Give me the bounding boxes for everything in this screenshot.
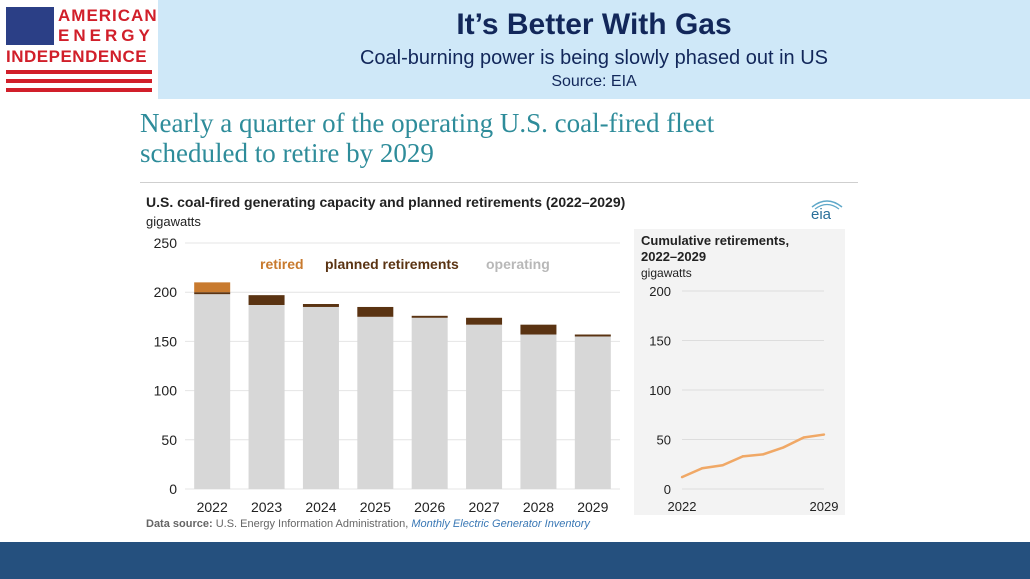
- logo-line-2: ENERGY: [58, 26, 154, 45]
- data-source-note: Data source: U.S. Energy Information Adm…: [146, 518, 590, 530]
- headline-line-2: scheduled to retire by 2029: [140, 138, 434, 168]
- page-subtitle: Coal-burning power is being slowly phase…: [359, 47, 829, 69]
- logo-line-1: AMERICAN: [58, 6, 158, 25]
- page-title: It’s Better With Gas: [456, 8, 732, 41]
- data-source-doc: Monthly Electric Generator Inventory: [411, 518, 590, 530]
- footer-band: [0, 542, 1030, 579]
- chart-ylabel: gigawatts: [146, 214, 201, 229]
- header-band: [158, 0, 1030, 99]
- flag-stripes-icon: [6, 70, 152, 92]
- data-source-org: U.S. Energy Information Administration,: [215, 518, 409, 530]
- eia-logo-icon: eia: [811, 200, 843, 221]
- logo-line-3: INDEPENDENCE: [6, 47, 148, 66]
- chart-title: U.S. coal-fired generating capacity and …: [146, 194, 626, 210]
- brand-logo: AMERICAN ENERGY INDEPENDENCE: [0, 0, 158, 99]
- chart-panel: [140, 182, 858, 533]
- eia-logo-text: eia: [811, 206, 832, 221]
- page-source: Source: EIA: [551, 73, 637, 90]
- chart-headline: Nearly a quarter of the operating U.S. c…: [140, 108, 714, 168]
- headline-line-1: Nearly a quarter of the operating U.S. c…: [140, 108, 715, 138]
- data-source-label: Data source:: [146, 518, 213, 530]
- us-flag-icon: [6, 7, 54, 45]
